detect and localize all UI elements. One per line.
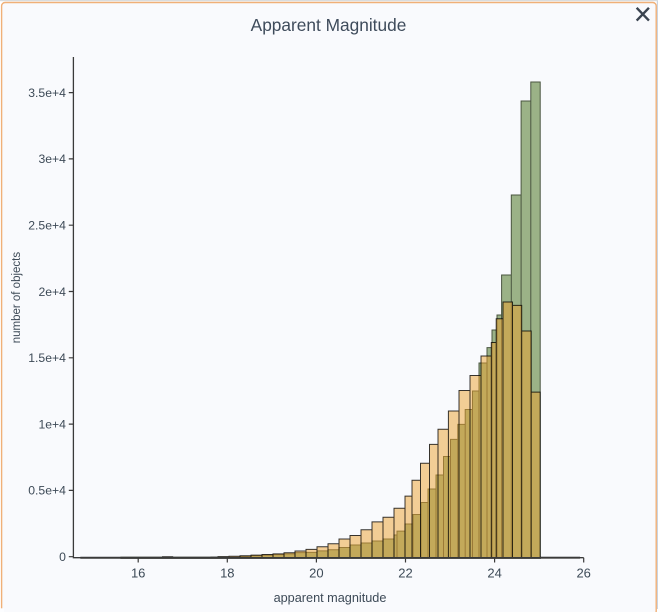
svg-text:1e+4: 1e+4 [38, 417, 66, 431]
svg-text:16: 16 [131, 566, 145, 581]
svg-text:1.5e+4: 1.5e+4 [28, 351, 66, 365]
svg-text:26: 26 [576, 566, 590, 581]
svg-text:18: 18 [220, 566, 234, 581]
svg-text:22: 22 [398, 566, 412, 581]
svg-text:0.5e+4: 0.5e+4 [28, 484, 66, 498]
svg-text:2e+4: 2e+4 [38, 285, 66, 299]
svg-text:number of objects: number of objects [11, 252, 23, 344]
svg-text:apparent magnitude: apparent magnitude [274, 591, 387, 605]
svg-text:2.5e+4: 2.5e+4 [28, 219, 66, 233]
svg-text:24: 24 [487, 566, 501, 581]
svg-text:0: 0 [59, 550, 66, 564]
svg-text:3e+4: 3e+4 [38, 152, 66, 166]
svg-text:Apparent Magnitude: Apparent Magnitude [251, 15, 407, 35]
svg-text:3.5e+4: 3.5e+4 [28, 86, 66, 100]
svg-text:20: 20 [309, 566, 323, 581]
